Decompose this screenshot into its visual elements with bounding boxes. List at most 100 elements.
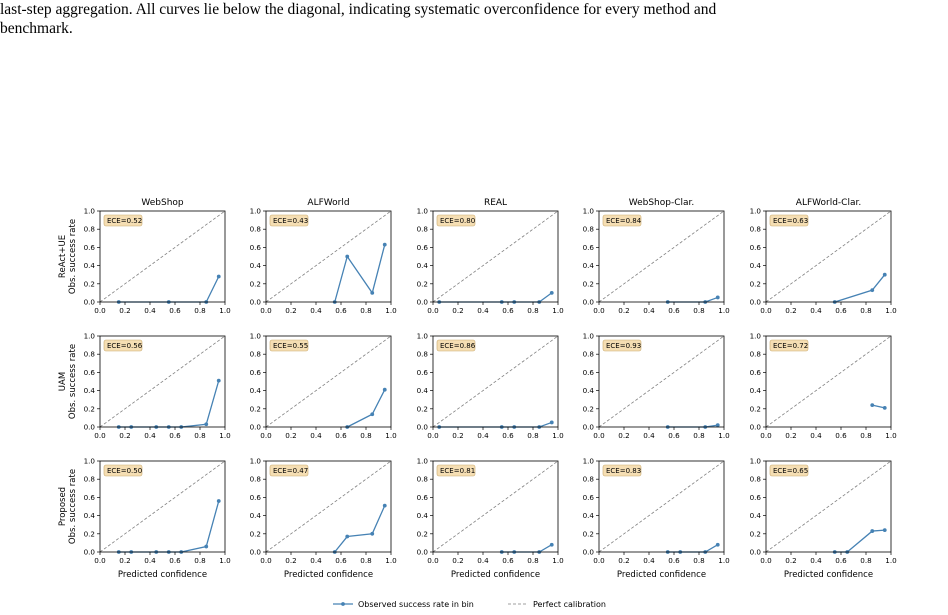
perfect-calibration-line — [432, 210, 559, 303]
y-tick-label: 0.2 — [583, 404, 594, 413]
y-tick-label: 0.6 — [583, 243, 595, 252]
x-tick-label: 0.0 — [593, 556, 605, 565]
data-point — [382, 503, 387, 508]
y-tick-label: 0.2 — [250, 529, 261, 538]
x-tick-label: 0.4 — [643, 556, 655, 565]
data-point — [882, 405, 887, 410]
perfect-calibration-line — [99, 210, 226, 303]
y-tick-label: 0.0 — [84, 298, 96, 307]
y-tick-label: 0.0 — [84, 548, 96, 557]
x-tick-label: 0.6 — [835, 306, 847, 315]
y-tick-label: 0.2 — [250, 279, 261, 288]
y-tick-label: 0.4 — [417, 386, 429, 395]
y-axis-label: Obs. success rate — [68, 469, 78, 544]
panel-3-3: 0.0 0.2 0.4 0.6 0.8 1.0 0.0 0.2 0.4 0.6 0.8 1.0 ECE=… — [417, 457, 565, 581]
observed-series-line — [334, 244, 386, 303]
x-tick-label: 1.0 — [885, 556, 897, 565]
x-tick-label: 0.4 — [310, 431, 322, 440]
ece-label: ECE=0.65 — [773, 467, 808, 475]
x-tick-label: 0.0 — [260, 431, 272, 440]
observed-series-line — [834, 274, 886, 303]
ece-badge — [269, 464, 309, 477]
panel-1-5: ALFWorld-Clar. 0.0 0.2 0.4 0.6 0.8 1.0 0.0 0.2 0.… — [750, 198, 898, 315]
ece-badge — [103, 214, 143, 227]
x-tick-label: 0.8 — [693, 431, 705, 440]
y-tick-label: 0.0 — [250, 423, 262, 432]
panel-1-3: REAL 0.0 0.2 0.4 0.6 0.8 1.0 0.0 0.2 0.4 0.6 0.8 1.0… — [417, 198, 565, 315]
perfect-calibration-line — [265, 460, 392, 553]
x-tick-label: 0.2 — [285, 556, 296, 565]
y-tick-label: 1.0 — [417, 457, 429, 466]
y-tick-label: 0.2 — [84, 404, 95, 413]
observed-series-line — [667, 544, 719, 553]
observed-series-line — [501, 544, 553, 553]
x-tick-label: 0.8 — [527, 431, 539, 440]
y-tick-label: 0.8 — [583, 350, 595, 359]
panel-1-2: ALFWorld 0.0 0.2 0.4 0.6 0.8 1.0 0.0 0.2 0.4 0.6 0.… — [250, 198, 398, 315]
legend-observed-label: Observed success rate in bin — [358, 600, 474, 609]
ece-label: ECE=0.81 — [440, 467, 475, 475]
x-tick-label: 0.2 — [785, 431, 796, 440]
ece-label: ECE=0.80 — [440, 217, 475, 225]
data-point — [715, 295, 720, 300]
x-tick-label: 0.4 — [310, 306, 322, 315]
x-tick-label: 0.4 — [144, 306, 156, 315]
y-tick-label: 0.2 — [750, 404, 761, 413]
y-tick-label: 0.6 — [84, 493, 96, 502]
observed-series-line — [334, 505, 386, 553]
x-tick-label: 0.0 — [260, 556, 272, 565]
data-point — [715, 423, 720, 428]
x-tick-label: 1.0 — [219, 556, 231, 565]
axes-frame — [265, 460, 392, 553]
x-tick-label: 0.2 — [452, 431, 463, 440]
x-tick-label: 0.6 — [169, 431, 181, 440]
y-tick-label: 1.0 — [750, 457, 762, 466]
x-tick-label: 0.2 — [618, 556, 629, 565]
axes-frame — [765, 210, 892, 303]
ece-label: ECE=0.83 — [606, 467, 641, 475]
x-tick-label: 0.6 — [668, 556, 680, 565]
axes-frame — [598, 335, 725, 428]
panel-3-5: 0.0 0.2 0.4 0.6 0.8 1.0 0.0 0.2 0.4 0.6 0.8 1.0 ECE=… — [750, 457, 898, 581]
y-tick-label: 0.8 — [84, 225, 96, 234]
x-tick-label: 0.8 — [360, 556, 372, 565]
y-tick-label: 0.8 — [417, 350, 429, 359]
x-tick-label: 0.0 — [760, 556, 772, 565]
perfect-calibration-line — [598, 210, 725, 303]
panel-2-4: 0.0 0.2 0.4 0.6 0.8 1.0 0.0 0.2 0.4 0.6 0.8 1.0 ECE=… — [583, 332, 731, 441]
y-tick-label: 0.4 — [250, 511, 262, 520]
x-tick-label: 0.0 — [94, 431, 106, 440]
observed-series-line — [118, 380, 220, 428]
y-tick-label: 1.0 — [84, 332, 96, 341]
x-tick-label: 0.2 — [285, 306, 296, 315]
x-tick-label: 0.8 — [194, 306, 206, 315]
ece-label: ECE=0.55 — [273, 342, 308, 350]
axes-frame — [99, 335, 226, 428]
ece-badge — [103, 464, 143, 477]
data-point — [216, 499, 221, 503]
data-point — [549, 420, 554, 425]
y-tick-label: 0.8 — [250, 225, 262, 234]
y-tick-label: 0.2 — [417, 279, 428, 288]
x-tick-label: 0.8 — [693, 306, 705, 315]
ece-label: ECE=0.43 — [273, 217, 308, 225]
ece-badge — [269, 214, 309, 227]
perfect-calibration-line — [765, 335, 892, 428]
ece-badge — [436, 339, 476, 352]
x-tick-label: 0.2 — [452, 556, 463, 565]
legend-perfect-label: Perfect calibration — [533, 600, 606, 609]
x-tick-label: 1.0 — [885, 306, 897, 315]
y-tick-label: 0.2 — [583, 529, 594, 538]
panel-title: ALFWorld-Clar. — [796, 198, 861, 208]
data-point — [216, 274, 221, 279]
y-tick-label: 0.2 — [750, 529, 761, 538]
x-tick-label: 0.2 — [119, 556, 130, 565]
x-tick-label: 1.0 — [885, 431, 897, 440]
perfect-calibration-line — [598, 335, 725, 428]
x-tick-label: 0.6 — [835, 556, 847, 565]
y-tick-label: 0.0 — [583, 548, 595, 557]
x-tick-label: 0.6 — [835, 431, 847, 440]
x-tick-label: 0.4 — [643, 306, 655, 315]
y-tick-label: 0.8 — [250, 350, 262, 359]
ece-badge — [602, 339, 642, 352]
